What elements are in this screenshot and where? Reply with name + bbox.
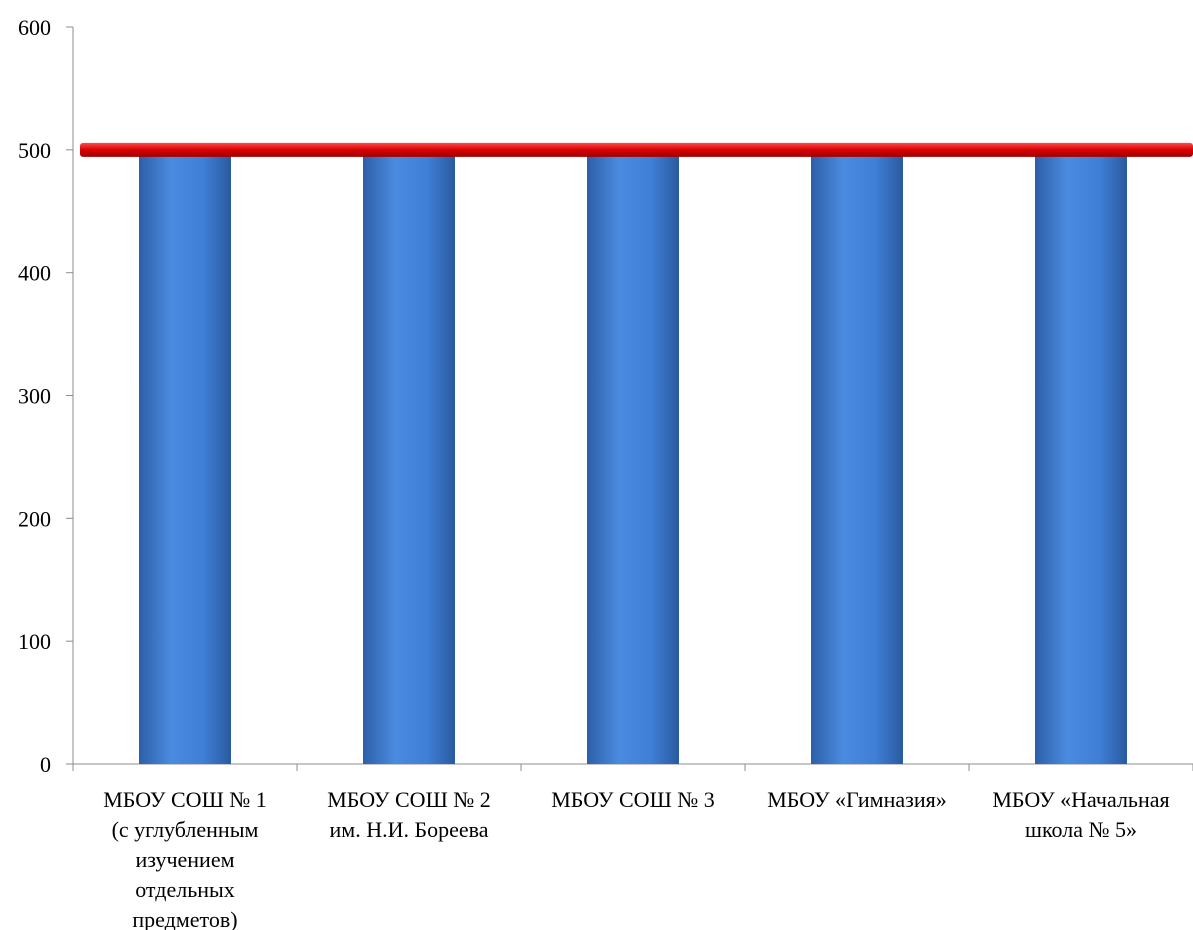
x-category-label: МБОУ «Начальная bbox=[992, 787, 1169, 812]
x-category-label: отдельных bbox=[135, 877, 235, 902]
x-category-label: МБОУ СОШ № 1 bbox=[103, 787, 267, 812]
x-category-label: МБОУ СОШ № 2 bbox=[327, 787, 491, 812]
bar bbox=[139, 149, 231, 765]
x-category-label: им. Н.И. Бореева bbox=[330, 817, 489, 842]
bar bbox=[1035, 149, 1127, 765]
reference-line-group bbox=[80, 142, 1193, 157]
x-category-label: МБОУ «Гимназия» bbox=[767, 787, 946, 812]
y-tick-label: 600 bbox=[18, 15, 51, 40]
reference-line bbox=[80, 142, 1193, 157]
bar bbox=[587, 149, 679, 765]
bar bbox=[811, 149, 903, 765]
axes: 0 100 200 300 400 500 600 bbox=[18, 15, 1193, 777]
x-category-label: МБОУ СОШ № 3 bbox=[551, 787, 715, 812]
y-tick-label: 100 bbox=[18, 629, 51, 654]
bar bbox=[363, 149, 455, 765]
y-tick-label: 500 bbox=[18, 138, 51, 163]
x-category-label: предметов) bbox=[132, 907, 237, 930]
labels: МБОУ СОШ № 1 (с углубленным изучением отдел… bbox=[103, 787, 1169, 930]
x-category-label: изучением bbox=[135, 847, 234, 872]
x-category-label: школа № 5» bbox=[1025, 817, 1137, 842]
bars bbox=[139, 149, 1127, 765]
y-tick-label: 200 bbox=[18, 506, 51, 531]
x-category-label: (с углубленным bbox=[112, 817, 259, 842]
y-tick-label: 300 bbox=[18, 384, 51, 409]
y-tick-label: 0 bbox=[40, 752, 51, 777]
y-tick-label: 400 bbox=[18, 261, 51, 286]
